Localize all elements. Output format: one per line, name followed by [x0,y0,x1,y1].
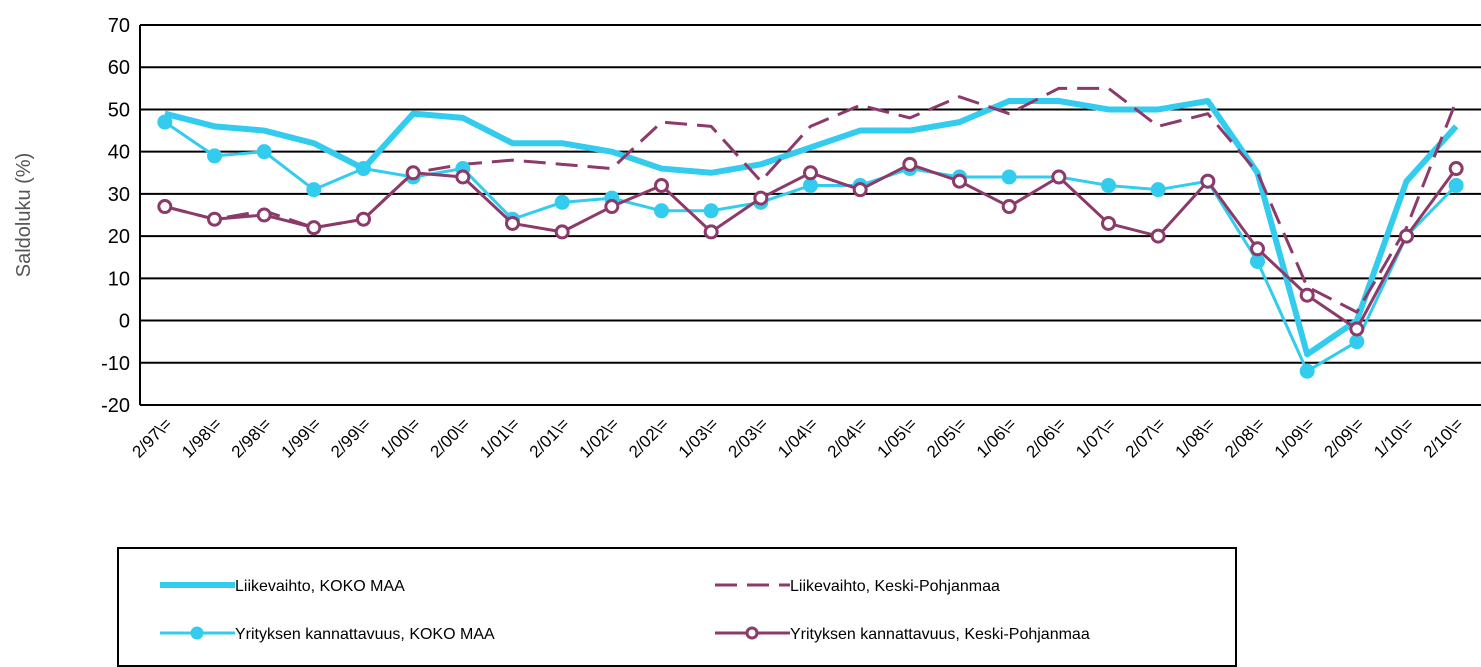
point [604,199,620,215]
y-tick-label: -20 [101,395,130,417]
legend-marker [190,626,204,640]
x-tick-label: 2/00\= [426,414,473,461]
point [803,165,818,181]
point [1448,161,1464,177]
x-tick-label: 2/10\= [1420,414,1467,461]
point [207,148,222,164]
y-tick-label: 70 [108,15,130,37]
x-tick-label: 2/07\= [1122,414,1169,461]
point [1448,177,1464,193]
y-axis-label: Saldoluku (%) [13,153,35,278]
y-tick-label: 10 [108,268,130,290]
point [902,156,918,172]
point [1001,169,1017,185]
point [256,207,272,223]
x-tick-label: 2/09\= [1320,414,1367,461]
x-tick-label: 1/03\= [675,414,722,461]
point [256,144,272,160]
point [1200,173,1216,189]
legend-label: Liikevaihto, KOKO MAA [235,578,405,595]
x-tick-label: 1/05\= [873,414,920,461]
point [703,203,719,219]
x-tick-label: 2/08\= [1221,414,1268,461]
x-tick-label: 2/05\= [923,414,970,461]
point [1150,228,1166,244]
point [703,224,719,240]
y-tick-label: -10 [101,353,130,375]
x-tick-label: 1/99\= [277,414,324,461]
point [952,173,967,189]
y-tick-label: 40 [108,142,130,164]
point [405,165,421,181]
x-tick-label: 1/06\= [973,414,1020,461]
legend-marker [745,626,759,640]
point [157,114,173,130]
x-tick-label: 1/01\= [476,414,523,461]
legend-label: Liikevaihto, Keski-Pohjanmaa [790,578,1000,595]
x-tick-label: 1/10\= [1370,414,1417,461]
x-tick-label: 2/97\= [128,414,175,461]
point [306,220,322,236]
point [554,224,570,240]
x-tick-label: 2/99\= [327,414,374,461]
x-tick-label: 2/02\= [625,414,672,461]
x-tick-label: 2/98\= [228,414,275,461]
point [1101,177,1116,193]
point [1051,169,1067,185]
x-tick-label: 1/07\= [1072,414,1119,461]
point [356,211,371,227]
point [306,182,322,198]
x-tick-label: 1/04\= [774,414,821,461]
x-tick-label: 1/02\= [575,414,622,461]
x-tick-label: 2/03\= [724,414,771,461]
point [803,177,818,193]
y-tick-label: 0 [119,311,130,333]
point [207,211,222,227]
point [1399,228,1414,244]
legend-label: Yrityksen kannattavuus, KOKO MAA [235,626,495,643]
x-tick-label: 2/04\= [824,414,871,461]
point [852,182,868,198]
x-tick-label: 2/06\= [1022,414,1069,461]
point [1299,363,1315,379]
point [654,177,669,193]
point [1150,182,1166,198]
x-tick-label: 1/00\= [377,414,424,461]
y-tick-label: 20 [108,226,130,248]
point [554,194,570,210]
x-tick-label: 1/98\= [178,414,225,461]
point [1101,215,1116,231]
x-tick-label: 1/09\= [1271,414,1318,461]
point [157,199,173,215]
point [356,161,371,177]
point [1299,287,1315,303]
point [1349,321,1365,337]
point [1001,199,1017,215]
legend-box [117,547,1237,667]
x-tick-label: 2/01\= [526,414,573,461]
x-tick-label: 1/08\= [1171,414,1218,461]
series-line [164,98,1459,358]
y-tick-label: 30 [108,184,130,206]
point [1250,241,1265,257]
point [753,190,769,206]
point [455,169,471,185]
point [1250,253,1265,269]
point [505,215,520,231]
legend-label: Yrityksen kannattavuus, Keski-Pohjanmaa [790,626,1090,643]
point [654,203,669,219]
point [1349,334,1365,350]
y-tick-label: 60 [108,57,130,79]
y-tick-label: 50 [108,99,130,121]
